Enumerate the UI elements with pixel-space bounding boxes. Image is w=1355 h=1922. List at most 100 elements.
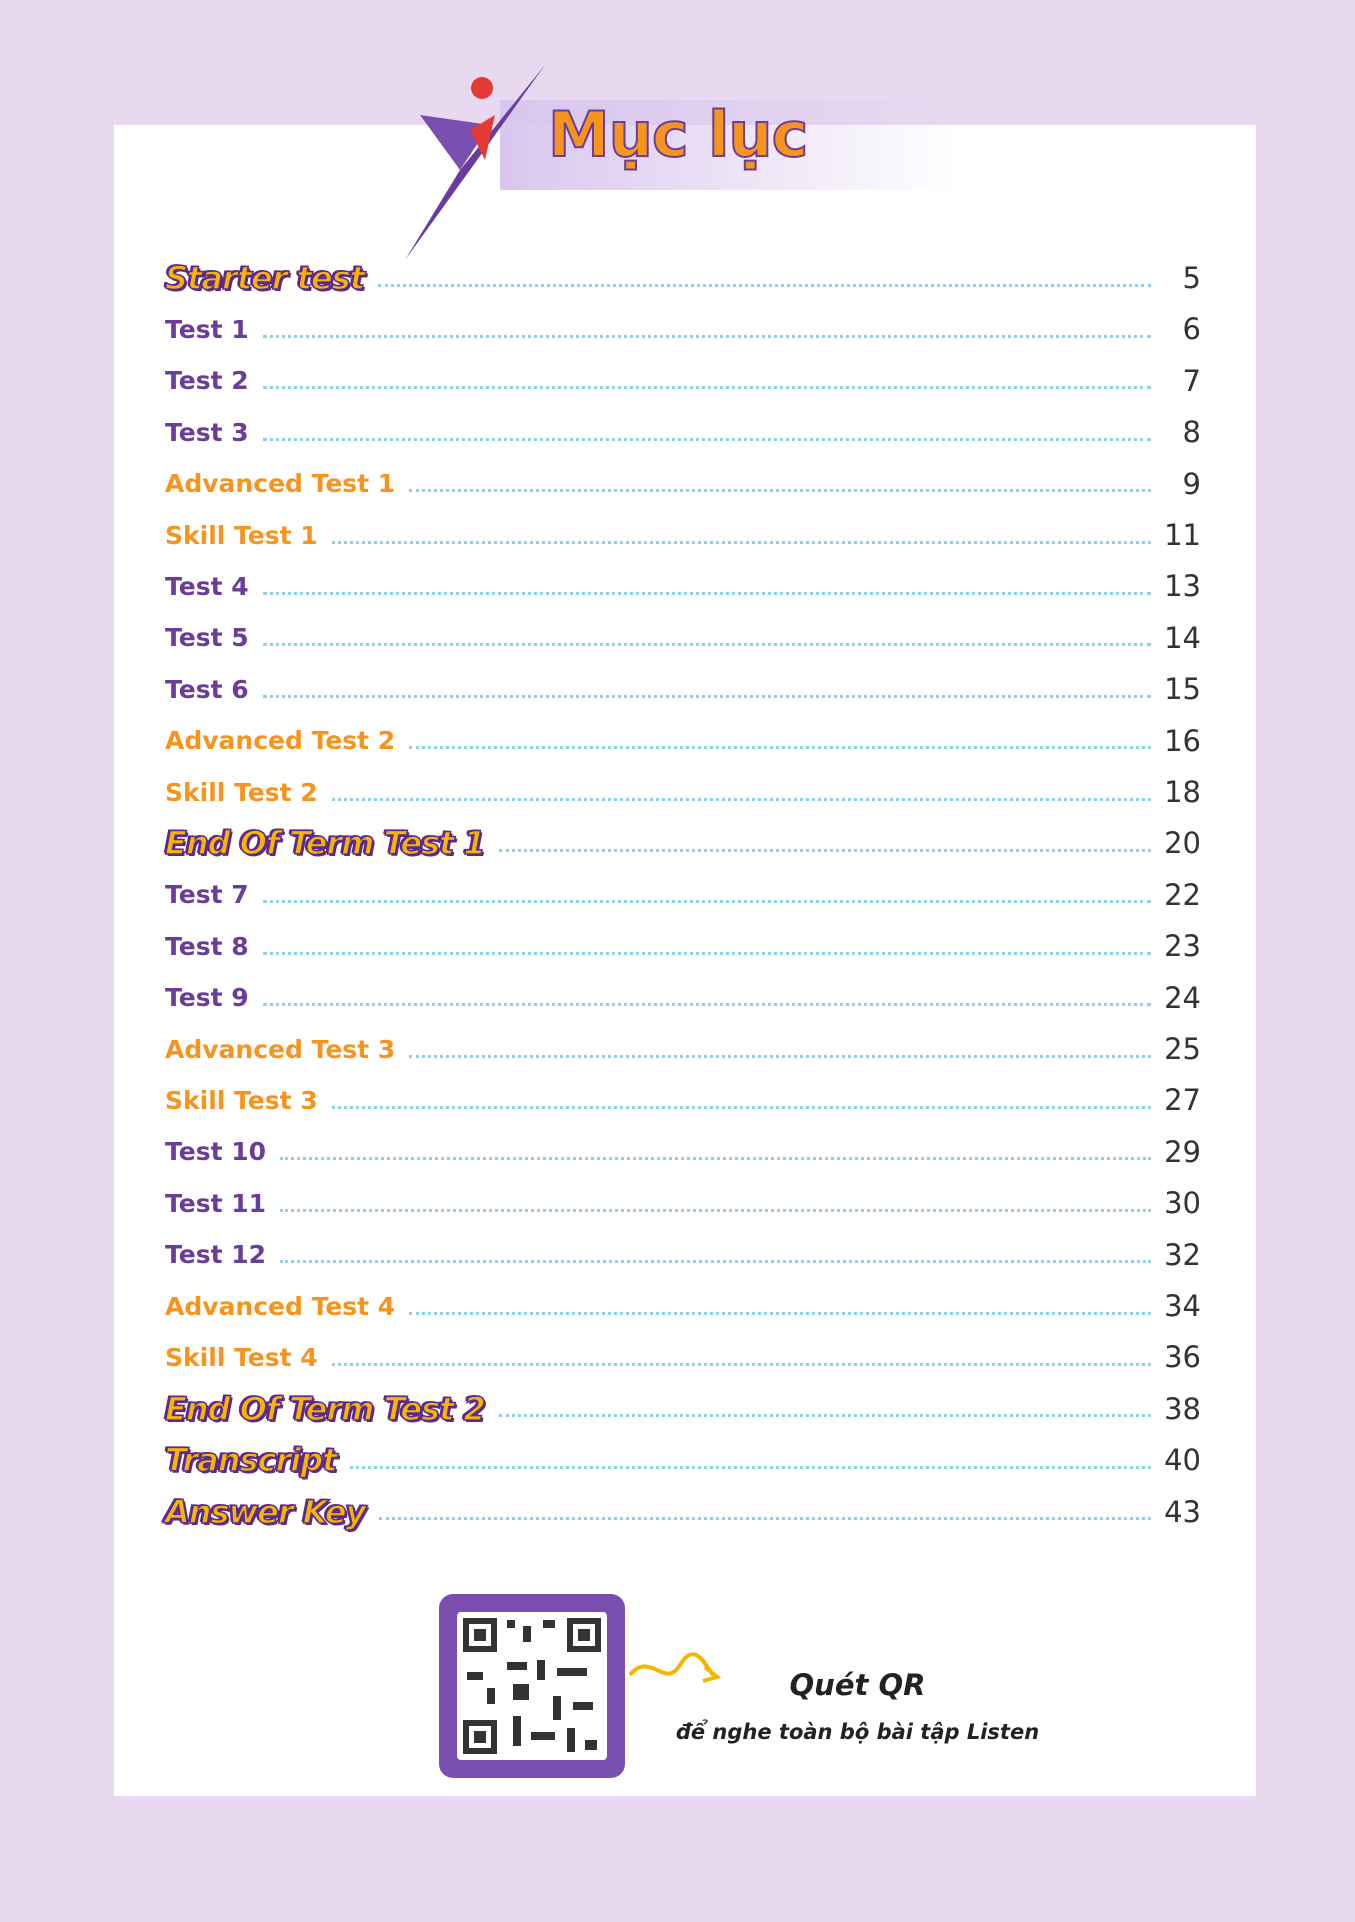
dot-leader <box>350 1465 1151 1469</box>
toc-row: Test 1 6 <box>165 309 1201 349</box>
toc-row: Skill Test 2 18 <box>165 772 1201 812</box>
page-number: 5 <box>1182 261 1201 295</box>
page-number: 9 <box>1182 466 1201 501</box>
entry-label: Skill Test 3 <box>165 1085 318 1115</box>
page-number: 25 <box>1164 1032 1201 1066</box>
page-number: 11 <box>1164 518 1201 552</box>
qr-svg <box>463 1618 601 1754</box>
dot-leader <box>280 1157 1151 1161</box>
toc-row: Test 10 29 <box>165 1132 1201 1172</box>
page-number: 15 <box>1164 672 1201 707</box>
title-band <box>500 100 960 190</box>
toc-row: Advanced Test 2 16 <box>165 721 1201 761</box>
page-number: 27 <box>1164 1083 1201 1118</box>
toc-row: Test 5 14 <box>165 618 1201 658</box>
entry-label: Transcript <box>164 1440 338 1480</box>
entry-label: Skill Test 1 <box>165 520 318 550</box>
dot-leader <box>377 283 1151 287</box>
qr-subtitle: để nghe toàn bộ bài tập Listen <box>675 1720 1040 1744</box>
dot-leader <box>262 334 1151 338</box>
dot-leader <box>262 694 1151 698</box>
dot-leader <box>498 848 1151 852</box>
entry-label: Test 8 <box>165 931 249 961</box>
dot-leader <box>409 1054 1151 1058</box>
dot-leader <box>262 900 1151 904</box>
entry-label: Test 3 <box>165 417 249 447</box>
dot-leader <box>262 591 1151 595</box>
dot-leader <box>409 489 1151 493</box>
toc-row: Test 8 23 <box>165 926 1201 966</box>
page-number: 43 <box>1164 1494 1201 1529</box>
entry-label: Test 4 <box>165 571 249 601</box>
dot-leader <box>262 643 1151 647</box>
entry-label: Skill Test 4 <box>165 1342 318 1372</box>
page-number: 8 <box>1182 415 1201 450</box>
toc-row: Test 4 13 <box>165 566 1201 606</box>
qr-pattern <box>457 1612 607 1760</box>
qr-title: Quét QR <box>789 1668 926 1702</box>
dot-leader <box>331 797 1151 801</box>
entry-label: Skill Test 2 <box>165 777 318 807</box>
page-number: 13 <box>1164 569 1201 604</box>
page-number: 24 <box>1164 980 1201 1015</box>
dot-leader <box>331 540 1151 544</box>
dot-leader <box>262 1003 1151 1007</box>
toc-row: Test 7 22 <box>165 875 1201 915</box>
entry-label: Test 12 <box>165 1240 267 1270</box>
page-number: 40 <box>1164 1443 1201 1478</box>
page-number: 36 <box>1164 1340 1201 1375</box>
arrow <box>628 1652 722 1683</box>
entry-label: Advanced Test 1 <box>165 469 396 499</box>
toc-row: Test 3 8 <box>165 412 1201 452</box>
page-number: 20 <box>1164 826 1201 861</box>
toc-row: End Of Term Test 1 20 <box>164 823 1201 864</box>
dot-leader <box>409 1311 1151 1315</box>
dot-leader <box>262 386 1151 390</box>
toc-row: Answer Key 43 <box>164 1492 1201 1532</box>
entry-label: Advanced Test 4 <box>165 1291 396 1321</box>
page-number: 30 <box>1164 1186 1201 1221</box>
dot-leader <box>379 1517 1151 1521</box>
entry-label: Advanced Test 2 <box>165 726 396 756</box>
dot-leader <box>331 1105 1151 1109</box>
entry-label: End Of Term Test 2 <box>164 1389 486 1429</box>
toc-row: Test 2 7 <box>165 361 1201 401</box>
page-number: 34 <box>1164 1289 1201 1323</box>
toc-row: Skill Test 4 36 <box>165 1337 1201 1377</box>
dot-leader <box>262 951 1151 955</box>
entry-label: Test 11 <box>165 1188 267 1218</box>
entry-label: Test 9 <box>165 983 249 1013</box>
toc-row: End Of Term Test 2 38 <box>164 1389 1201 1429</box>
entry-label: Starter test <box>164 258 365 298</box>
page-number: 6 <box>1182 312 1201 347</box>
toc-row: Test 12 32 <box>165 1235 1201 1275</box>
toc-row: Test 6 15 <box>165 669 1201 709</box>
toc-row: Transcript 40 <box>164 1440 1201 1480</box>
toc-row: Advanced Test 4 34 <box>165 1286 1201 1326</box>
entry-label: Test 2 <box>165 366 249 396</box>
toc-row: Test 11 30 <box>165 1183 1201 1223</box>
entry-label: Test 6 <box>165 674 249 704</box>
page-number: 23 <box>1164 929 1201 964</box>
title: Mục lục <box>547 97 809 172</box>
page-number: 7 <box>1182 363 1201 398</box>
dot-leader <box>409 746 1151 750</box>
entry-label: Test 5 <box>165 623 249 653</box>
dot-leader <box>331 1362 1151 1366</box>
qr-code <box>439 1594 625 1778</box>
entry-label: Test 7 <box>165 880 249 910</box>
entry-label: Advanced Test 3 <box>165 1034 396 1064</box>
dot-leader <box>262 437 1151 441</box>
logo <box>405 65 545 260</box>
page-number: 14 <box>1164 620 1201 655</box>
entry-label: End Of Term Test 1 <box>164 824 486 864</box>
toc-row: Skill Test 3 27 <box>165 1080 1201 1120</box>
page-number: 38 <box>1164 1391 1201 1426</box>
page-number: 16 <box>1164 723 1201 758</box>
dot-leader <box>280 1208 1151 1212</box>
toc-row: Starter test 5 <box>164 258 1201 298</box>
dot-leader <box>280 1260 1151 1264</box>
toc-row: Skill Test 1 11 <box>165 515 1201 555</box>
entry-label: Test 10 <box>165 1137 267 1167</box>
